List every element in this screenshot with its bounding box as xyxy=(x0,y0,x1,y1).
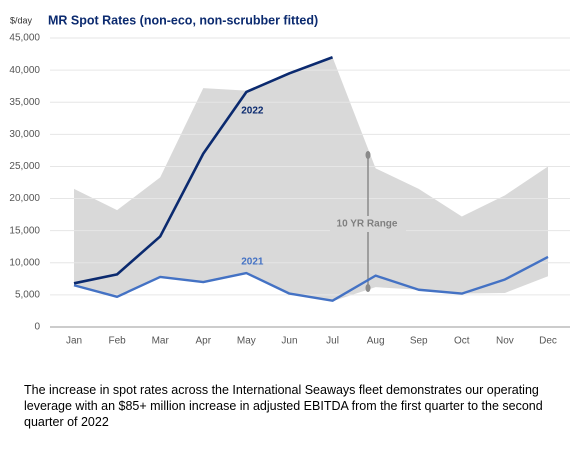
x-tick-label: Nov xyxy=(496,336,514,347)
series-label: 2022 xyxy=(241,106,264,117)
grid-group xyxy=(50,37,570,328)
series-label: 2021 xyxy=(241,257,264,268)
x-tick-label: Dec xyxy=(539,336,557,347)
y-tick-label: 40,000 xyxy=(9,65,40,76)
x-tick-label: Jul xyxy=(326,336,339,347)
y-tick-label: 20,000 xyxy=(9,193,40,204)
y-unit: $/day xyxy=(10,15,33,25)
series-line xyxy=(73,56,333,285)
range-band xyxy=(74,57,548,302)
y-tick-label: 15,000 xyxy=(9,225,40,236)
x-tick-label: Sep xyxy=(410,336,428,347)
y-tick-label: 10,000 xyxy=(9,257,40,268)
caption: The increase in spot rates across the In… xyxy=(24,383,543,429)
x-tick-label: Feb xyxy=(108,336,126,347)
x-tick-label: May xyxy=(237,336,256,347)
x-tick-label: Apr xyxy=(195,336,211,347)
range-marker-end xyxy=(365,151,371,159)
chart: $/day MR Spot Rates (non-eco, non-scrubb… xyxy=(9,13,570,347)
range-label: 10 YR Range xyxy=(337,219,398,230)
x-tick-label: Jan xyxy=(66,336,82,347)
y-tick-label: 35,000 xyxy=(9,97,40,108)
x-tick-label: Jun xyxy=(281,336,297,347)
x-tick-label: Aug xyxy=(367,336,385,347)
y-tick-label: 30,000 xyxy=(9,129,40,140)
range-label-bg xyxy=(330,216,406,232)
series-line xyxy=(73,255,549,302)
chart-title: MR Spot Rates (non-eco, non-scrubber fit… xyxy=(48,13,318,27)
y-tick-label: 5,000 xyxy=(15,290,40,301)
y-tick-label: 45,000 xyxy=(9,33,40,44)
range-group xyxy=(74,57,548,302)
x-tick-label: Mar xyxy=(152,336,170,347)
range-marker-end xyxy=(365,284,371,292)
x-tick-label: Oct xyxy=(454,336,470,347)
y-tick-label: 25,000 xyxy=(9,161,40,172)
y-tick-label: 0 xyxy=(34,322,40,333)
